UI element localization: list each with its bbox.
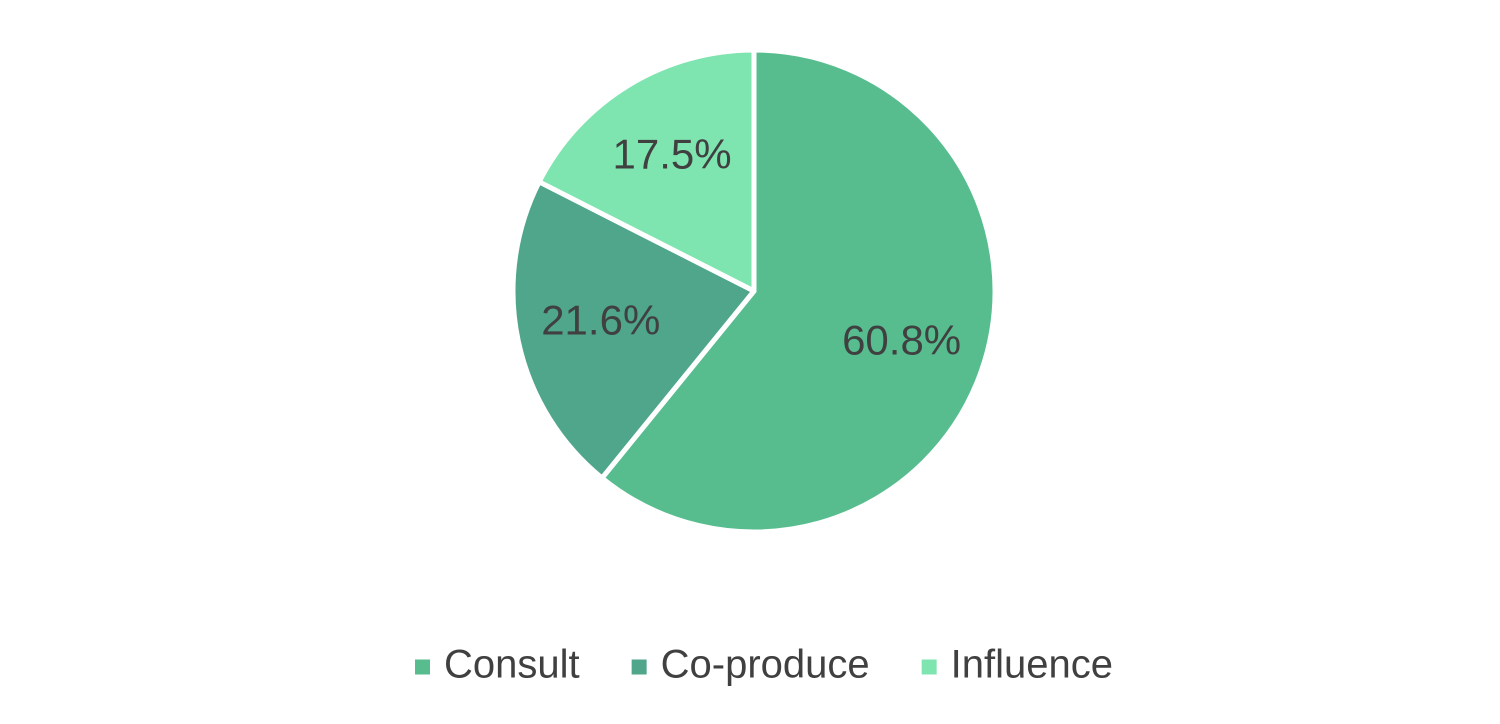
legend-label: Influence — [951, 643, 1113, 687]
value-label: 21.6% — [541, 297, 660, 344]
legend-label: Co-produce — [661, 643, 870, 687]
value-label: 60.8% — [842, 317, 961, 364]
legend-swatch — [921, 659, 937, 675]
legend-swatch — [631, 659, 647, 675]
legend-swatch — [415, 659, 431, 675]
pie-slice — [510, 179, 757, 481]
pie-slice — [536, 47, 757, 294]
legend-label: Consult — [444, 643, 580, 687]
pie-slice — [599, 47, 998, 535]
value-label: 17.5% — [613, 131, 732, 178]
